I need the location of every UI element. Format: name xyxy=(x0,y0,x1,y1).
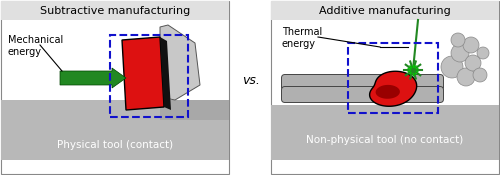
Bar xyxy=(271,1,499,174)
Text: Thermal
energy: Thermal energy xyxy=(282,27,322,49)
Polygon shape xyxy=(370,71,416,106)
Polygon shape xyxy=(160,100,229,120)
Circle shape xyxy=(477,47,489,59)
Polygon shape xyxy=(1,100,160,160)
Circle shape xyxy=(451,44,469,62)
Circle shape xyxy=(463,37,479,53)
Polygon shape xyxy=(160,37,171,110)
Bar xyxy=(110,35,188,117)
Text: Additive manufacturing: Additive manufacturing xyxy=(319,6,451,16)
Circle shape xyxy=(441,56,463,78)
Bar xyxy=(348,43,438,113)
Text: Mechanical
energy: Mechanical energy xyxy=(8,35,63,57)
FancyArrow shape xyxy=(60,68,126,88)
Bar xyxy=(1,1,229,20)
Polygon shape xyxy=(122,37,164,110)
FancyBboxPatch shape xyxy=(282,86,444,103)
Bar xyxy=(271,105,499,160)
Bar xyxy=(1,1,229,174)
Text: Physical tool (contact): Physical tool (contact) xyxy=(57,140,173,150)
FancyBboxPatch shape xyxy=(282,75,444,90)
Circle shape xyxy=(465,55,481,71)
Text: vs.: vs. xyxy=(242,74,260,86)
Bar xyxy=(271,1,499,20)
Circle shape xyxy=(473,68,487,82)
Polygon shape xyxy=(160,120,229,160)
Polygon shape xyxy=(160,25,200,100)
Text: Non-physical tool (no contact): Non-physical tool (no contact) xyxy=(306,135,464,145)
Circle shape xyxy=(451,33,465,47)
Text: Subtractive manufacturing: Subtractive manufacturing xyxy=(40,6,190,16)
Polygon shape xyxy=(376,85,400,99)
Circle shape xyxy=(457,68,475,86)
